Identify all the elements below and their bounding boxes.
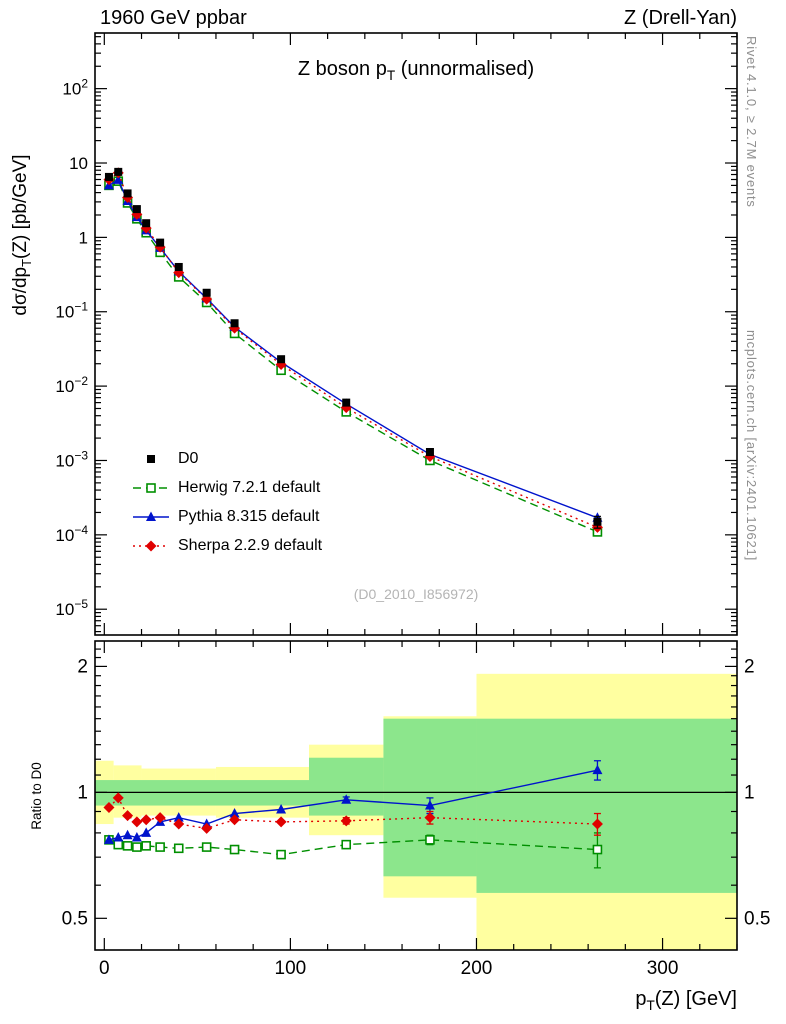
x-axis-label: pT(Z) [GeV] [635, 988, 737, 1013]
pythia-marker-icon [130, 507, 172, 527]
x-axis-label-suffix: (Z) [GeV] [654, 988, 737, 1010]
svg-text:10: 10 [69, 154, 88, 173]
legend-label-sherpa: Sherpa 2.2.9 default [178, 536, 323, 554]
svg-text:1: 1 [744, 782, 755, 803]
rivet-version-note: Rivet 4.1.0, ≥ 2.7M events [744, 36, 759, 208]
y-axis-label-ratio: Ratio to D0 [29, 762, 44, 830]
herwig-marker-icon [130, 478, 172, 498]
plot-title-suffix: (unnormalised) [395, 58, 535, 80]
y-axis-label-main: dσ/dpT(Z) [pb/GeV] [10, 85, 36, 385]
legend-item-d0: D0 [130, 444, 322, 473]
svg-text:2: 2 [744, 656, 755, 677]
svg-text:10−4: 10−4 [55, 523, 88, 545]
svg-text:1: 1 [77, 782, 88, 803]
legend-item-pythia: Pythia 8.315 default [130, 502, 322, 531]
svg-text:10−1: 10−1 [55, 300, 88, 322]
x-axis-label-subscript: T [646, 998, 655, 1013]
legend-item-sherpa: Sherpa 2.2.9 default [130, 531, 322, 560]
y-axis-label-subscript: T [18, 258, 34, 267]
svg-text:0.5: 0.5 [744, 908, 770, 929]
legend-label-pythia: Pythia 8.315 default [178, 507, 320, 525]
beam-energy-label: 1960 GeV ppbar [100, 7, 247, 29]
y-axis-label-suffix: (Z) [pb/GeV] [10, 154, 31, 259]
x-axis-label-text: p [635, 988, 647, 1010]
svg-text:2: 2 [77, 656, 88, 677]
legend-label-herwig: Herwig 7.2.1 default [178, 478, 321, 496]
svg-text:102: 102 [62, 77, 88, 99]
svg-text:300: 300 [647, 958, 679, 979]
svg-text:10−3: 10−3 [55, 448, 88, 470]
svg-text:10−2: 10−2 [55, 374, 88, 396]
plot-title-subscript: T [386, 68, 396, 83]
legend: D0 Herwig 7.2.1 default Pythia 8.315 def… [130, 444, 322, 560]
mcplots-reference-note: mcplots.cern.ch [arXiv:2401.10621] [744, 330, 759, 561]
sherpa-marker-icon [130, 536, 172, 556]
svg-text:10−5: 10−5 [55, 597, 88, 619]
legend-item-herwig: Herwig 7.2.1 default [130, 473, 322, 502]
d0-marker-icon [130, 449, 172, 469]
plot-title: Z boson pT (unnormalised) [95, 58, 737, 83]
analysis-id-watermark: (D0_2010_I856972) [353, 586, 479, 602]
y-axis-label-text: dσ/dp [10, 266, 31, 316]
svg-text:0.5: 0.5 [62, 908, 88, 929]
svg-text:0: 0 [99, 958, 110, 979]
plot-title-text: Z boson p [297, 58, 387, 80]
legend-label-d0: D0 [178, 449, 199, 467]
svg-text:100: 100 [275, 958, 307, 979]
svg-text:200: 200 [461, 958, 493, 979]
svg-text:1: 1 [79, 228, 88, 247]
process-label: Z (Drell-Yan) [624, 7, 737, 29]
